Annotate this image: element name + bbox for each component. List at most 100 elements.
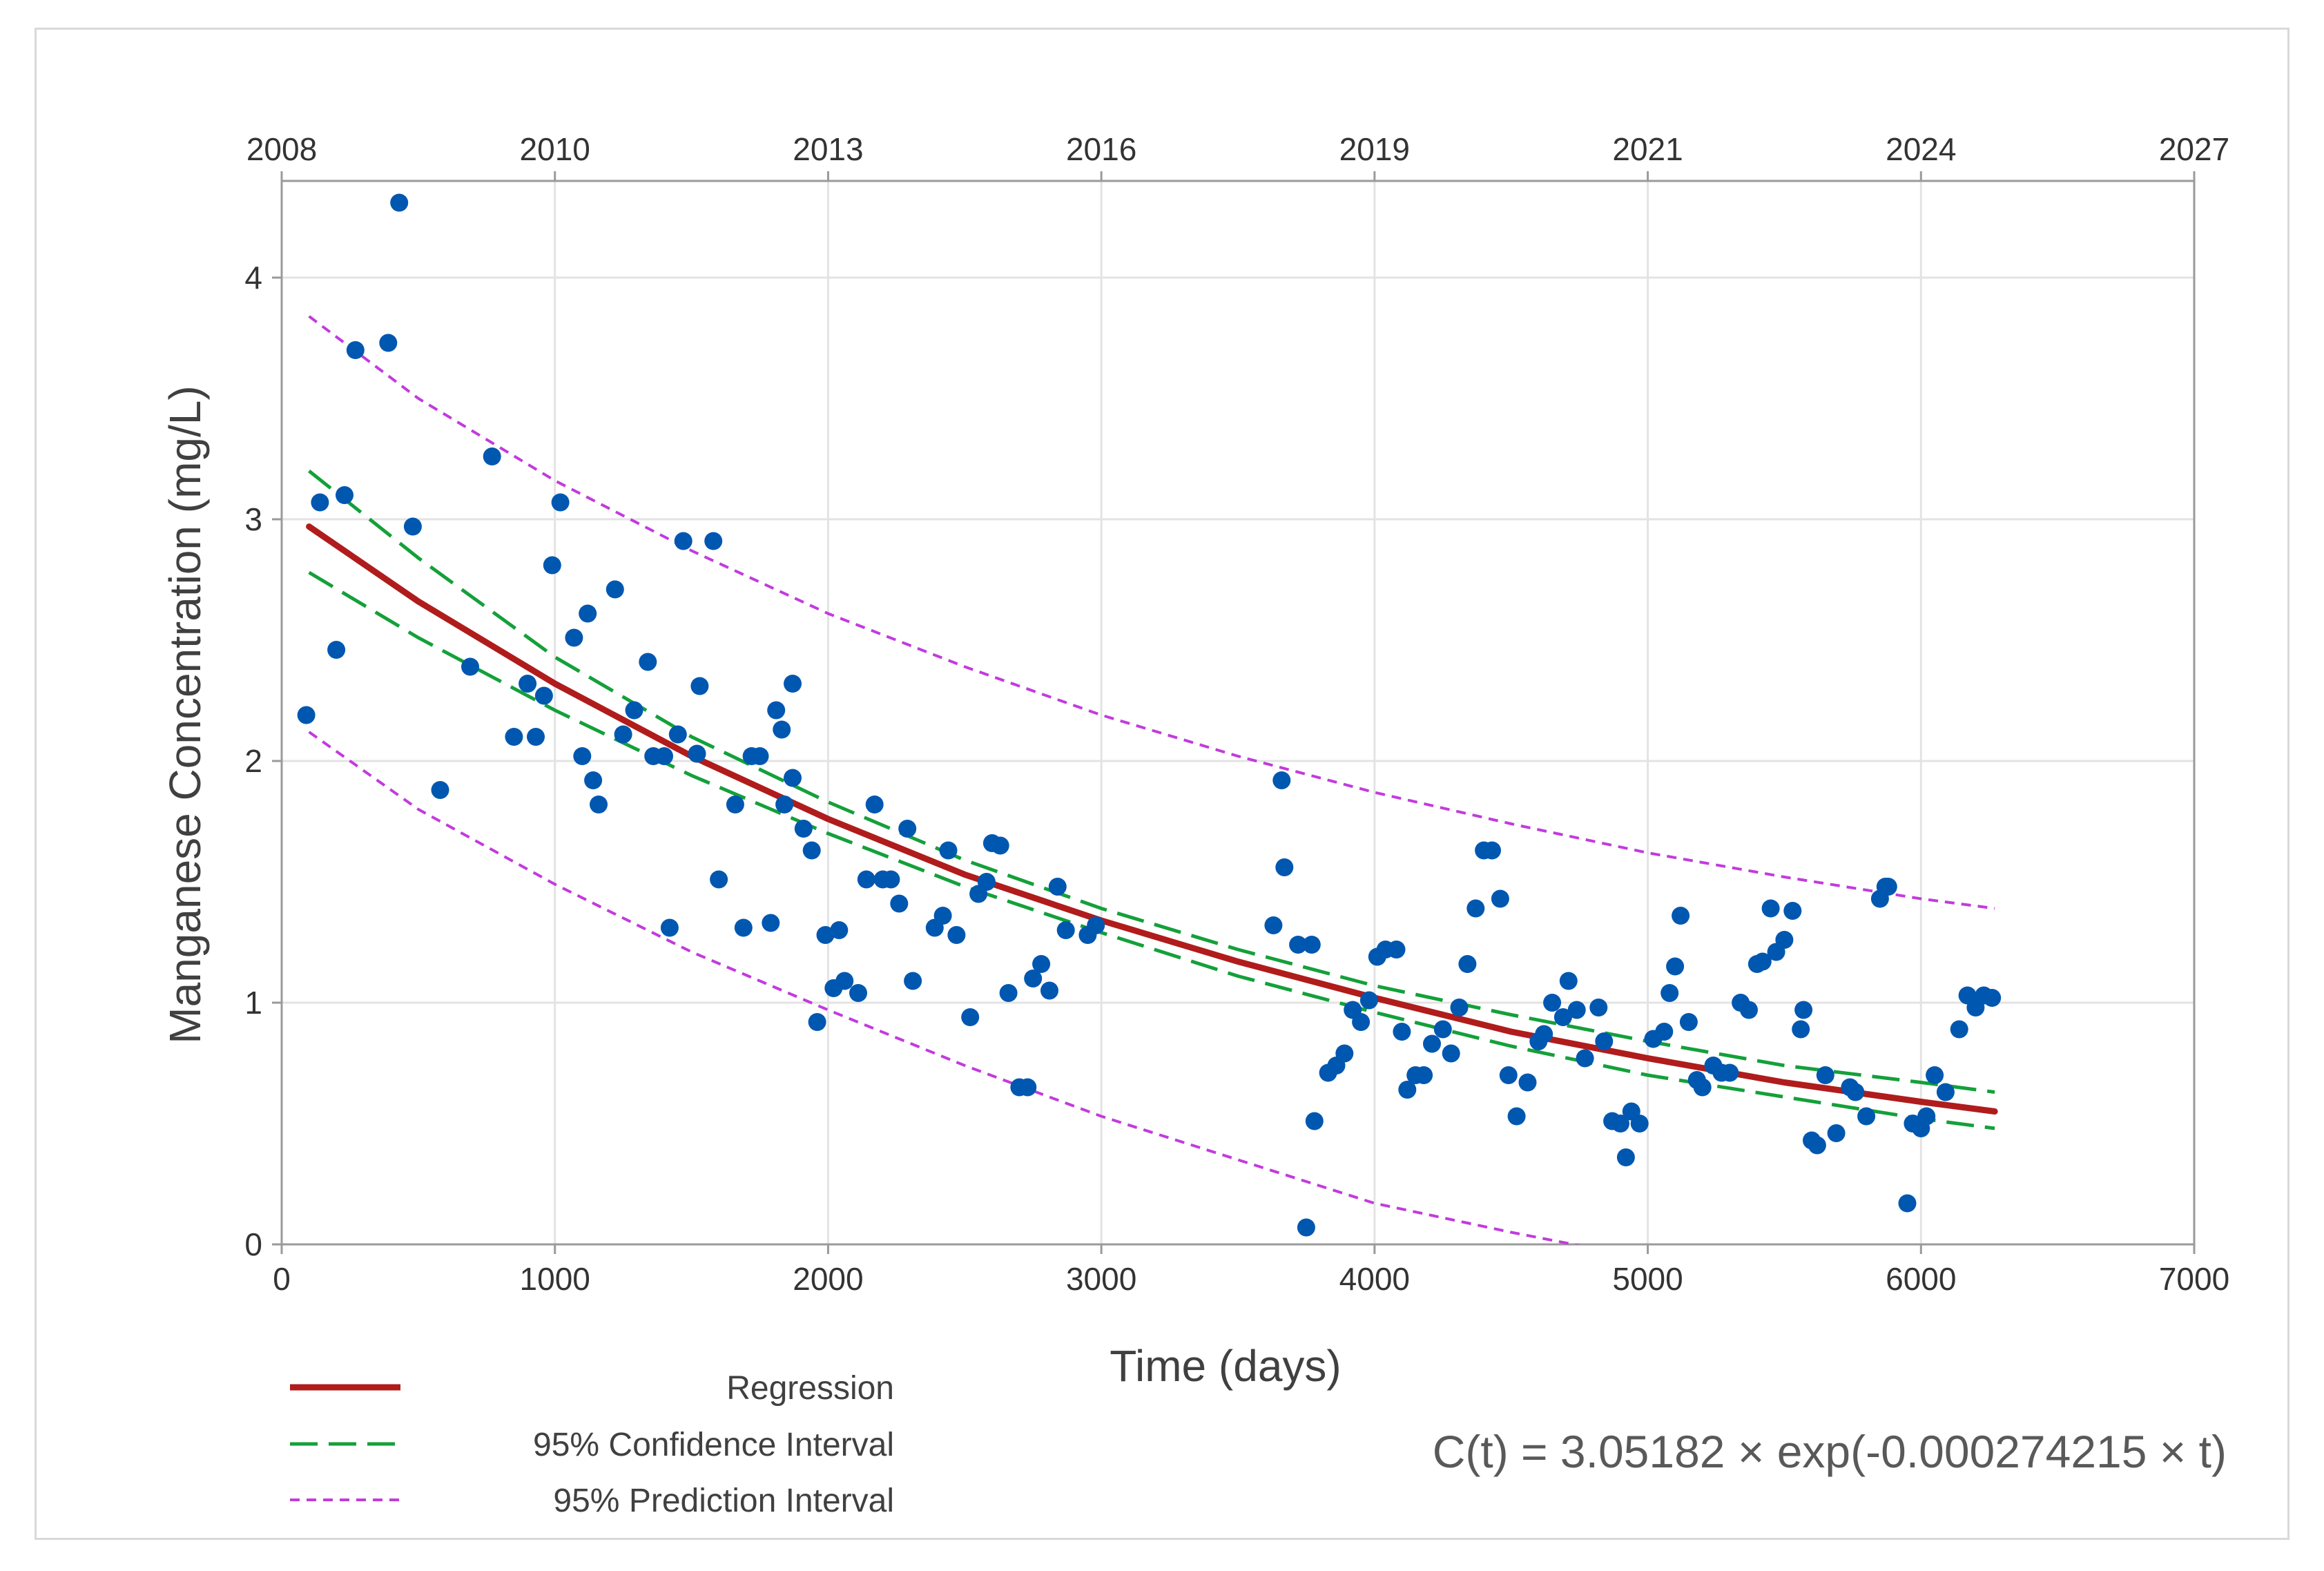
- data-point: [1423, 1034, 1441, 1053]
- data-point: [1576, 1049, 1594, 1068]
- plot-area-border: [280, 180, 2196, 1246]
- top-axis-tick-label: 2008: [246, 131, 317, 167]
- top-axis-tick-label: 2019: [1339, 131, 1410, 167]
- top-axis-tick-label: 2024: [1886, 131, 1956, 167]
- data-point: [865, 796, 884, 813]
- data-point: [431, 781, 449, 799]
- data-point: [933, 907, 952, 925]
- prediction-interval-lower-line: [308, 731, 1581, 1244]
- data-point: [890, 894, 909, 913]
- data-point: [327, 641, 346, 659]
- data-point: [483, 447, 501, 465]
- prediction-interval-upper-line: [308, 315, 1995, 910]
- data-point: [1543, 994, 1562, 1012]
- data-point: [379, 334, 398, 352]
- data-point: [999, 984, 1018, 1002]
- data-point: [1630, 1115, 1649, 1133]
- data-point: [505, 728, 523, 746]
- regression-equation: C(t) = 3.05182 × exp(-0.000274215 × t): [1433, 1426, 2227, 1477]
- data-point: [1693, 1078, 1712, 1097]
- data-point: [1305, 1112, 1324, 1130]
- data-point: [1808, 1136, 1826, 1155]
- data-point: [773, 720, 791, 739]
- data-point: [1040, 981, 1058, 1000]
- data-point: [1275, 858, 1294, 876]
- data-point: [734, 918, 753, 937]
- data-point: [1740, 1001, 1758, 1019]
- data-point: [898, 820, 917, 838]
- data-point: [704, 532, 723, 550]
- data-point: [1491, 889, 1509, 908]
- data-point: [835, 972, 854, 990]
- data-point: [1535, 1025, 1553, 1043]
- top-axis-tick-label: 2010: [520, 131, 590, 167]
- data-point: [1032, 955, 1051, 973]
- data-point: [751, 747, 769, 765]
- data-point: [1458, 955, 1477, 973]
- data-point: [584, 771, 603, 789]
- top-axis-tick-label: 2021: [1612, 131, 1683, 167]
- x-tick-label: 7000: [2159, 1261, 2229, 1297]
- data-point: [1679, 1013, 1698, 1031]
- data-point: [1775, 931, 1794, 949]
- data-point: [311, 493, 329, 512]
- data-point: [1398, 1081, 1417, 1099]
- data-point: [1335, 1044, 1354, 1063]
- data-point: [1761, 899, 1780, 918]
- data-point: [346, 341, 365, 359]
- data-point: [1297, 1218, 1315, 1237]
- data-point: [849, 984, 867, 1002]
- chart-frame: [35, 28, 2289, 1540]
- data-point: [543, 556, 561, 575]
- data-point: [1983, 989, 2002, 1007]
- top-axis-tick-label: 2027: [2159, 131, 2229, 167]
- data-point: [1857, 1107, 1876, 1126]
- data-point: [784, 769, 802, 787]
- series-layer: [306, 315, 1998, 1244]
- data-point: [1827, 1124, 1846, 1142]
- x-axis-title: Time (days): [1110, 1341, 1341, 1391]
- data-point: [1846, 1083, 1865, 1101]
- data-point: [1387, 941, 1406, 958]
- data-point: [1879, 878, 1897, 896]
- data-point: [1792, 1020, 1810, 1039]
- data-point: [565, 628, 583, 647]
- y-tick-label: 3: [244, 501, 262, 537]
- legend-prediction-label: 95% Prediction Interval: [553, 1483, 894, 1519]
- y-tick-label: 4: [244, 260, 262, 296]
- x-tick-label: 4000: [1339, 1261, 1410, 1297]
- ticks-layer: 0 1000 2000 3000 4000 5000 6000 7000 0 1 2 3 4 2008 20…: [244, 131, 2229, 1297]
- data-point: [1917, 1107, 1936, 1126]
- legend-confidence-label: 95% Confidence Interval: [533, 1427, 894, 1463]
- data-point: [1056, 921, 1075, 939]
- data-point: [1352, 1013, 1371, 1031]
- data-point: [726, 796, 744, 813]
- data-point: [590, 796, 608, 813]
- confidence-interval-upper-line: [308, 470, 1995, 1094]
- data-point: [1783, 902, 1802, 920]
- data-point: [403, 517, 422, 536]
- data-point: [1672, 907, 1690, 925]
- data-point: [991, 836, 1009, 855]
- points-layer: [297, 193, 2002, 1237]
- data-point: [1289, 936, 1308, 954]
- top-axis-tick-label: 2013: [793, 131, 863, 167]
- data-point: [1559, 972, 1578, 990]
- data-point: [336, 486, 354, 504]
- data-point: [1660, 984, 1679, 1002]
- data-point: [1433, 1020, 1452, 1039]
- data-point: [519, 675, 537, 693]
- data-point: [1087, 916, 1105, 934]
- x-tick-label: 1000: [520, 1261, 590, 1297]
- data-point: [1655, 1023, 1674, 1041]
- data-point: [1950, 1020, 1968, 1039]
- data-point: [802, 841, 821, 860]
- data-point: [961, 1008, 980, 1026]
- x-tick-label: 6000: [1886, 1261, 1956, 1297]
- data-point: [882, 870, 900, 889]
- data-point: [1926, 1066, 1944, 1084]
- data-point: [1264, 916, 1283, 934]
- data-point: [710, 870, 728, 889]
- data-point: [1499, 1066, 1518, 1084]
- data-point: [551, 493, 570, 512]
